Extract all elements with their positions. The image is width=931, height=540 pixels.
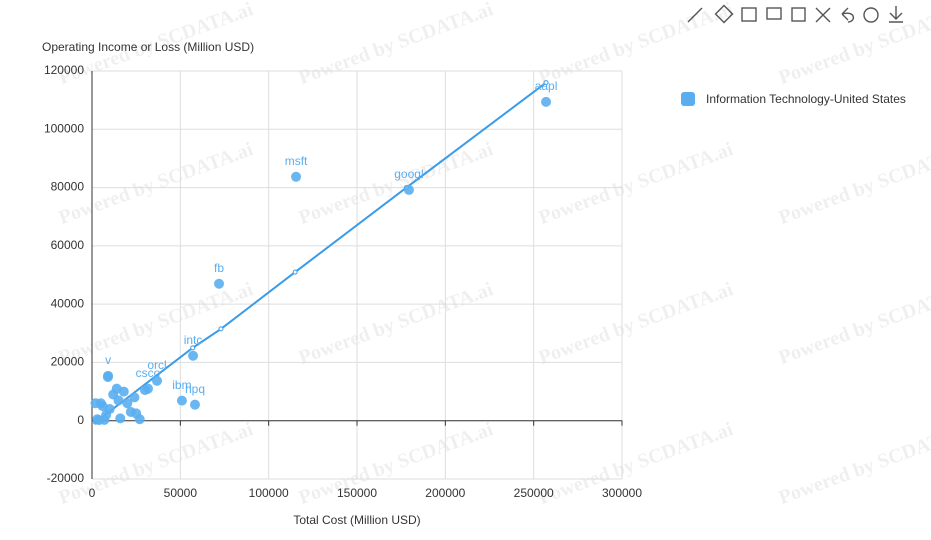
watermark: Powered by SCDATA.ai xyxy=(536,278,737,369)
watermark: Powered by SCDATA.ai xyxy=(56,138,257,229)
point xyxy=(152,375,163,386)
point xyxy=(104,404,115,415)
tool-cut[interactable] xyxy=(815,7,831,23)
watermark: Powered by SCDATA.ai xyxy=(776,278,931,369)
trend-marker xyxy=(292,269,298,275)
point-label: orcl xyxy=(147,358,166,372)
point xyxy=(99,414,110,425)
x-axis-title: Total Cost (Million USD) xyxy=(293,513,420,527)
point-label: aapl xyxy=(535,79,558,93)
point xyxy=(291,171,302,182)
point-label: googl xyxy=(394,167,423,181)
tool-undo[interactable] xyxy=(841,7,855,23)
y-axis-title: Operating Income or Loss (Million USD) xyxy=(42,40,254,54)
point-label: csco xyxy=(136,366,161,380)
x-tick-label: 250000 xyxy=(514,486,554,500)
watermark: Powered by SCDATA.ai xyxy=(56,418,257,509)
tool-note[interactable] xyxy=(766,7,782,20)
point xyxy=(111,383,122,394)
legend-swatch[interactable] xyxy=(681,92,695,106)
y-tick-label: 20000 xyxy=(51,355,85,369)
y-tick-label: 100000 xyxy=(44,121,84,135)
y-tick-label: -20000 xyxy=(47,471,85,485)
watermark-layer: Powered by SCDATA.ai Powered by SCDATA.ai… xyxy=(56,0,931,509)
tool-tag[interactable] xyxy=(714,4,734,24)
watermark: Powered by SCDATA.ai xyxy=(776,418,931,509)
point xyxy=(115,413,126,424)
x-tick-label: 200000 xyxy=(425,486,465,500)
watermark: Powered by SCDATA.ai xyxy=(296,0,497,89)
point-label: intc xyxy=(184,333,203,347)
y-tick-label: 40000 xyxy=(51,296,85,310)
x-tick-label: 100000 xyxy=(249,486,289,500)
x-tick-label: 50000 xyxy=(164,486,198,500)
watermark: Powered by SCDATA.ai xyxy=(536,138,737,229)
point xyxy=(403,184,414,195)
watermark: Powered by SCDATA.ai xyxy=(536,0,737,89)
toolbar xyxy=(687,4,903,24)
watermark: Powered by SCDATA.ai xyxy=(296,278,497,369)
watermark: Powered by SCDATA.ai xyxy=(56,278,257,369)
point xyxy=(189,399,200,410)
point xyxy=(214,278,225,289)
trendline xyxy=(94,81,547,423)
watermark: Powered by SCDATA.ai xyxy=(776,0,931,89)
watermark: Powered by SCDATA.ai xyxy=(296,138,497,229)
legend-label[interactable]: Information Technology-United States xyxy=(706,92,906,106)
point xyxy=(140,385,150,396)
y-tick-label: 120000 xyxy=(44,63,84,77)
x-tick-label: 0 xyxy=(89,486,96,500)
point xyxy=(102,372,113,382)
x-tick-label: 300000 xyxy=(602,486,642,500)
watermark: Powered by SCDATA.ai xyxy=(776,138,931,229)
trend-marker xyxy=(543,80,549,86)
point xyxy=(129,392,140,403)
point xyxy=(122,398,133,409)
tool-refresh[interactable] xyxy=(863,7,879,23)
trend-marker xyxy=(190,345,196,351)
y-tick-label: 0 xyxy=(77,413,84,427)
tool-filter[interactable] xyxy=(791,7,806,22)
tool-line[interactable] xyxy=(687,7,703,23)
point xyxy=(541,96,552,107)
point-label: fb xyxy=(214,261,224,275)
tool-download[interactable] xyxy=(889,6,903,23)
y-tick-label: 60000 xyxy=(51,238,85,252)
tool-table[interactable] xyxy=(741,7,757,22)
y-tick-label: 80000 xyxy=(51,180,85,194)
x-tick-label: 150000 xyxy=(337,486,377,500)
point-label: v xyxy=(105,353,111,367)
point xyxy=(113,395,124,406)
watermark: Powered by SCDATA.ai xyxy=(296,418,497,509)
point xyxy=(188,350,199,361)
point xyxy=(176,395,187,406)
point-label: hpq xyxy=(185,382,205,396)
point-label: msft xyxy=(285,154,308,168)
trend-marker xyxy=(218,326,224,332)
point-label: ibm xyxy=(172,378,191,392)
point xyxy=(90,398,101,409)
point xyxy=(134,414,145,425)
